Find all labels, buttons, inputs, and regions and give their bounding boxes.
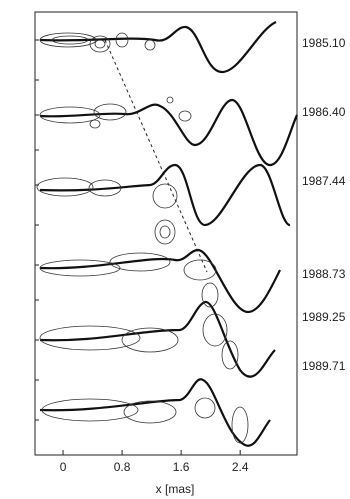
epoch-label: 1989.71 — [302, 359, 346, 373]
model-curves — [40, 22, 297, 446]
x-axis-label: x [mas] — [156, 482, 195, 496]
epoch-label: 1985.10 — [302, 36, 346, 50]
epoch-label: 1986.40 — [302, 105, 346, 119]
x-tick-label: 1.6 — [173, 460, 190, 474]
epoch-label: 1988.73 — [302, 267, 346, 281]
x-tick-label: 0.8 — [114, 460, 131, 474]
x-tick-label: 2.4 — [232, 460, 249, 474]
plot-frame — [35, 12, 297, 455]
x-tick-label: 0 — [60, 460, 67, 474]
contours — [37, 33, 248, 443]
epoch-label: 1987.44 — [302, 174, 346, 188]
epoch-label: 1989.25 — [302, 310, 346, 324]
figure: x [mas] 0 0.8 1.6 2.4 1985.10 1986.40 1987.44 1… — [0, 0, 350, 499]
left-ticks — [35, 40, 39, 420]
